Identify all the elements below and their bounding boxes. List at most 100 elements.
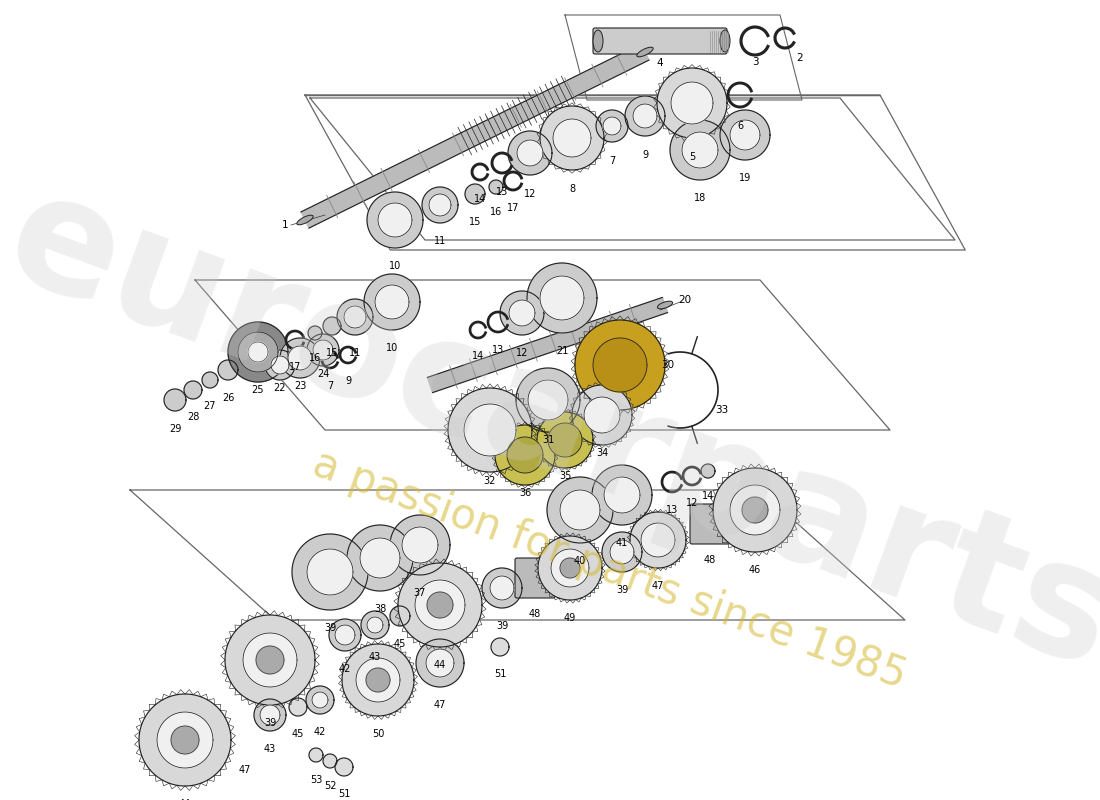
- Polygon shape: [256, 646, 284, 674]
- Polygon shape: [344, 306, 366, 328]
- Polygon shape: [671, 82, 713, 124]
- Text: 4: 4: [657, 58, 663, 68]
- Text: 42: 42: [339, 664, 351, 674]
- Text: 12: 12: [685, 498, 698, 508]
- Text: 53: 53: [310, 775, 322, 785]
- Polygon shape: [314, 340, 333, 360]
- Polygon shape: [491, 638, 509, 656]
- Polygon shape: [572, 385, 632, 445]
- Text: 45: 45: [292, 729, 305, 739]
- Text: 52: 52: [323, 781, 337, 791]
- Text: 3: 3: [751, 57, 758, 67]
- Polygon shape: [422, 187, 458, 223]
- Polygon shape: [509, 300, 535, 326]
- Text: 14: 14: [472, 351, 484, 361]
- Text: 47: 47: [652, 581, 664, 591]
- Polygon shape: [602, 532, 642, 572]
- Polygon shape: [426, 649, 454, 677]
- Text: 17: 17: [507, 203, 519, 213]
- Polygon shape: [218, 360, 238, 380]
- Text: 27: 27: [204, 401, 217, 411]
- Polygon shape: [553, 119, 591, 157]
- Text: 41: 41: [616, 538, 628, 548]
- FancyBboxPatch shape: [593, 28, 727, 54]
- Text: 47: 47: [239, 765, 251, 775]
- Polygon shape: [540, 106, 604, 170]
- Polygon shape: [307, 334, 339, 366]
- Text: 5: 5: [689, 152, 695, 162]
- Polygon shape: [657, 68, 727, 138]
- Text: 11: 11: [349, 348, 361, 358]
- Text: 2: 2: [796, 53, 803, 63]
- Polygon shape: [416, 639, 464, 687]
- Text: 10: 10: [386, 343, 398, 353]
- Polygon shape: [490, 576, 514, 600]
- Polygon shape: [329, 619, 361, 651]
- Polygon shape: [367, 192, 424, 248]
- Polygon shape: [307, 549, 353, 595]
- Polygon shape: [632, 104, 657, 128]
- Polygon shape: [301, 44, 649, 228]
- Text: 7: 7: [327, 381, 333, 391]
- Polygon shape: [429, 194, 451, 216]
- Ellipse shape: [593, 30, 603, 52]
- Polygon shape: [537, 412, 593, 468]
- Polygon shape: [713, 468, 798, 552]
- Text: 12: 12: [524, 189, 536, 199]
- Polygon shape: [323, 754, 337, 768]
- Polygon shape: [248, 342, 268, 362]
- Text: a passion for parts since 1985: a passion for parts since 1985: [307, 442, 913, 698]
- Polygon shape: [507, 437, 543, 473]
- Text: 7: 7: [609, 156, 615, 166]
- Polygon shape: [625, 96, 666, 136]
- Text: 44: 44: [433, 660, 447, 670]
- Ellipse shape: [297, 215, 313, 225]
- Polygon shape: [309, 748, 323, 762]
- Polygon shape: [490, 180, 503, 194]
- Text: 13: 13: [496, 187, 508, 197]
- Polygon shape: [342, 644, 414, 716]
- Polygon shape: [670, 120, 730, 180]
- Ellipse shape: [637, 47, 653, 57]
- Text: 20: 20: [679, 295, 692, 305]
- Text: 38: 38: [374, 604, 386, 614]
- Polygon shape: [360, 538, 400, 578]
- Polygon shape: [593, 338, 647, 392]
- Polygon shape: [139, 694, 231, 786]
- Ellipse shape: [720, 30, 730, 52]
- Polygon shape: [164, 389, 186, 411]
- Polygon shape: [428, 298, 668, 393]
- Text: 34: 34: [596, 448, 608, 458]
- Text: 33: 33: [715, 405, 728, 415]
- Polygon shape: [306, 686, 334, 714]
- Polygon shape: [742, 497, 768, 523]
- Polygon shape: [641, 523, 675, 557]
- Polygon shape: [701, 464, 715, 478]
- Polygon shape: [560, 490, 600, 530]
- Polygon shape: [292, 534, 368, 610]
- Polygon shape: [243, 633, 297, 687]
- Polygon shape: [548, 423, 582, 457]
- Text: 8: 8: [569, 184, 575, 194]
- Polygon shape: [517, 140, 543, 166]
- Text: 6: 6: [737, 121, 744, 131]
- Text: 12: 12: [516, 348, 528, 358]
- Polygon shape: [596, 110, 628, 142]
- Text: eurocarparts: eurocarparts: [0, 158, 1100, 702]
- Polygon shape: [551, 549, 588, 587]
- Text: 35: 35: [559, 471, 571, 481]
- Text: 39: 39: [496, 621, 508, 631]
- Text: 19: 19: [739, 173, 751, 183]
- Polygon shape: [323, 317, 341, 335]
- Polygon shape: [482, 568, 522, 608]
- Polygon shape: [170, 726, 199, 754]
- Text: 40: 40: [574, 556, 586, 566]
- Text: 36: 36: [519, 488, 531, 498]
- Text: 47: 47: [433, 700, 447, 710]
- Polygon shape: [630, 512, 686, 568]
- Polygon shape: [356, 658, 400, 702]
- Polygon shape: [402, 527, 438, 563]
- Text: 44: 44: [179, 799, 191, 800]
- Polygon shape: [228, 322, 288, 382]
- Text: 29: 29: [168, 424, 182, 434]
